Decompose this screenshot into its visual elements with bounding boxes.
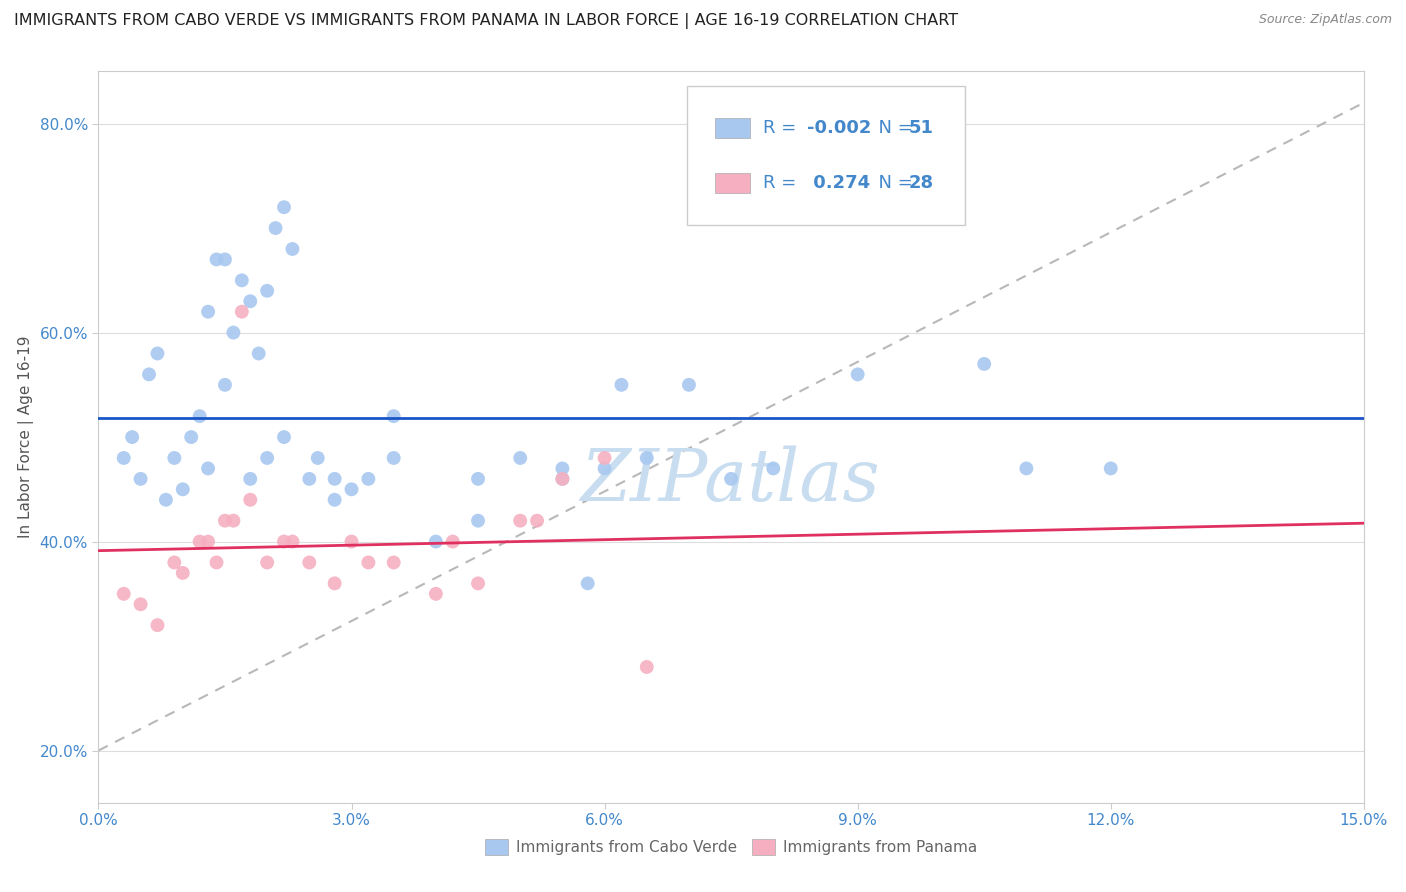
Text: 28: 28 xyxy=(908,174,934,192)
Point xyxy=(273,534,295,549)
Text: 0.274: 0.274 xyxy=(807,174,870,192)
Point xyxy=(188,409,211,424)
Point xyxy=(205,252,228,267)
Point xyxy=(239,294,262,309)
Point xyxy=(509,514,531,528)
Point xyxy=(172,483,194,497)
Point xyxy=(636,660,658,674)
Text: R =: R = xyxy=(762,120,801,137)
Point xyxy=(112,450,135,465)
Point xyxy=(172,566,194,580)
Point xyxy=(298,472,321,486)
Point xyxy=(593,450,616,465)
Point xyxy=(509,450,531,465)
Point xyxy=(382,556,405,570)
Point xyxy=(256,556,278,570)
Point xyxy=(846,368,869,382)
Point xyxy=(467,576,489,591)
Point xyxy=(273,200,295,214)
Point xyxy=(222,326,245,340)
Point xyxy=(610,377,633,392)
Point xyxy=(197,461,219,475)
Point xyxy=(180,430,202,444)
Legend: Immigrants from Cabo Verde, Immigrants from Panama: Immigrants from Cabo Verde, Immigrants f… xyxy=(479,833,983,861)
Point xyxy=(357,556,380,570)
Point xyxy=(264,221,287,235)
Point xyxy=(323,576,346,591)
Text: IMMIGRANTS FROM CABO VERDE VS IMMIGRANTS FROM PANAMA IN LABOR FORCE | AGE 16-19 : IMMIGRANTS FROM CABO VERDE VS IMMIGRANTS… xyxy=(14,13,957,29)
Text: R =: R = xyxy=(762,174,801,192)
FancyBboxPatch shape xyxy=(686,86,965,225)
Point xyxy=(129,597,152,611)
Point xyxy=(467,472,489,486)
Point xyxy=(441,534,464,549)
Point xyxy=(112,587,135,601)
Point xyxy=(357,472,380,486)
Text: N =: N = xyxy=(866,120,918,137)
Point xyxy=(197,534,219,549)
Point xyxy=(551,461,574,475)
Text: Source: ZipAtlas.com: Source: ZipAtlas.com xyxy=(1258,13,1392,27)
Point xyxy=(467,514,489,528)
Point xyxy=(146,618,169,632)
Text: 51: 51 xyxy=(908,120,934,137)
Point xyxy=(298,556,321,570)
Text: ZIPatlas: ZIPatlas xyxy=(581,446,882,516)
Point xyxy=(197,304,219,318)
Point xyxy=(281,534,304,549)
Point xyxy=(247,346,270,360)
Point xyxy=(205,556,228,570)
Point xyxy=(281,242,304,256)
Point xyxy=(214,252,236,267)
Point xyxy=(256,284,278,298)
Point xyxy=(222,514,245,528)
Point xyxy=(256,450,278,465)
Point xyxy=(239,472,262,486)
Point xyxy=(576,576,599,591)
Point xyxy=(382,409,405,424)
Point xyxy=(551,472,574,486)
Point xyxy=(551,472,574,486)
Point xyxy=(636,450,658,465)
Point xyxy=(155,492,177,507)
Point xyxy=(1015,461,1038,475)
Point xyxy=(163,450,186,465)
Point xyxy=(129,472,152,486)
Point xyxy=(231,304,253,318)
Point xyxy=(720,472,742,486)
Text: N =: N = xyxy=(866,174,918,192)
Bar xyxy=(714,118,751,138)
Point xyxy=(425,587,447,601)
Point xyxy=(121,430,143,444)
Point xyxy=(273,430,295,444)
Point xyxy=(382,450,405,465)
Bar xyxy=(714,172,751,193)
Point xyxy=(239,492,262,507)
Point xyxy=(678,377,700,392)
Point xyxy=(138,368,160,382)
Point xyxy=(425,534,447,549)
Point xyxy=(526,514,548,528)
Point xyxy=(323,472,346,486)
Point xyxy=(340,483,363,497)
Point xyxy=(231,273,253,287)
Text: -0.002: -0.002 xyxy=(807,120,872,137)
Point xyxy=(163,556,186,570)
Point xyxy=(762,461,785,475)
Point xyxy=(340,534,363,549)
Point xyxy=(307,450,329,465)
Point xyxy=(593,461,616,475)
Point xyxy=(973,357,995,371)
Point xyxy=(214,514,236,528)
Point xyxy=(323,492,346,507)
Point xyxy=(214,377,236,392)
Point xyxy=(188,534,211,549)
Y-axis label: In Labor Force | Age 16-19: In Labor Force | Age 16-19 xyxy=(18,335,34,539)
Point xyxy=(146,346,169,360)
Point xyxy=(1099,461,1122,475)
